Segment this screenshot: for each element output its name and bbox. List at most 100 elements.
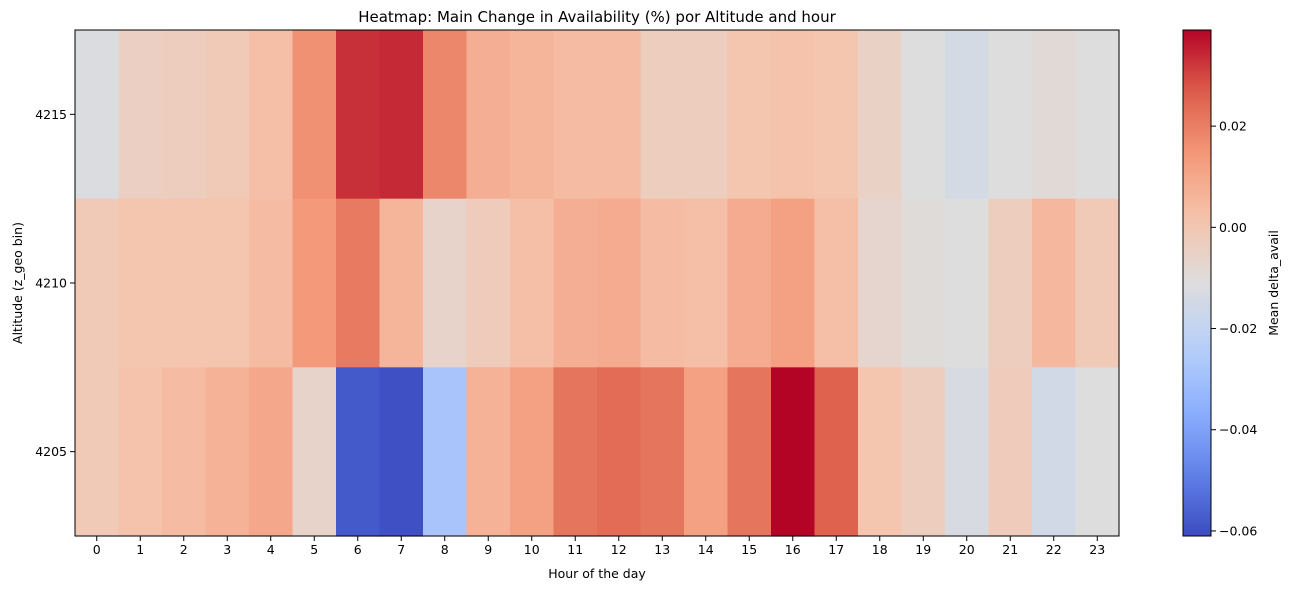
x-tick-label: 17 bbox=[828, 542, 844, 557]
x-tick-label: 14 bbox=[698, 542, 714, 557]
colorbar-ticks: 0.02 0.00 −0.02 −0.04 −0.06 bbox=[1211, 119, 1257, 538]
heatmap-cell bbox=[858, 198, 903, 368]
x-tick-label: 5 bbox=[310, 542, 318, 557]
heatmap-cells bbox=[75, 30, 1120, 537]
x-tick-label: 22 bbox=[1046, 542, 1062, 557]
colorbar-tick-label: −0.04 bbox=[1219, 422, 1257, 437]
x-tick-label: 9 bbox=[484, 542, 492, 557]
y-axis-ticks: 4215 4210 4205 bbox=[35, 107, 75, 459]
colorbar-tick-label: 0.00 bbox=[1219, 220, 1247, 235]
heatmap-cell bbox=[945, 198, 990, 368]
heatmap-cell bbox=[205, 367, 250, 537]
x-tick-label: 16 bbox=[785, 542, 801, 557]
heatmap-cell bbox=[640, 367, 685, 537]
heatmap-cell bbox=[118, 30, 163, 200]
heatmap-cell bbox=[1075, 367, 1120, 537]
x-tick-label: 18 bbox=[872, 542, 888, 557]
heatmap-cell bbox=[423, 367, 468, 537]
heatmap-cell bbox=[205, 30, 250, 200]
heatmap-cell bbox=[901, 30, 946, 200]
heatmap-cell bbox=[75, 367, 120, 537]
colorbar-tick-label: −0.06 bbox=[1219, 523, 1257, 538]
heatmap-cell bbox=[814, 30, 859, 200]
heatmap-cell bbox=[945, 30, 990, 200]
x-tick-label: 2 bbox=[180, 542, 188, 557]
x-tick-label: 4 bbox=[267, 542, 275, 557]
heatmap-cell bbox=[249, 198, 294, 368]
heatmap-cell bbox=[988, 198, 1033, 368]
heatmap-cell bbox=[118, 367, 163, 537]
x-tick-label: 0 bbox=[93, 542, 101, 557]
heatmap-cell bbox=[162, 30, 207, 200]
heatmap-cell bbox=[684, 30, 729, 200]
heatmap-cell bbox=[118, 198, 163, 368]
heatmap-cell bbox=[553, 367, 598, 537]
plot-frame bbox=[74, 29, 1120, 537]
x-tick-label: 10 bbox=[524, 542, 540, 557]
colorbar bbox=[1182, 29, 1212, 537]
heatmap-cell bbox=[249, 30, 294, 200]
x-tick-label: 1 bbox=[136, 542, 144, 557]
heatmap-cell bbox=[1032, 30, 1077, 200]
heatmap-cell bbox=[945, 367, 990, 537]
heatmap-cell bbox=[727, 30, 772, 200]
y-tick-label: 4210 bbox=[35, 276, 67, 291]
x-axis-ticks: 0 1 2 3 4 5 6 7 8 9 10 11 12 13 14 15 16 17 18 19 20 21 22 23 bbox=[93, 536, 1105, 557]
heatmap-cell bbox=[292, 198, 337, 368]
heatmap-cell bbox=[771, 367, 816, 537]
heatmap-cell bbox=[553, 198, 598, 368]
heatmap-cell bbox=[423, 30, 468, 200]
heatmap-cell bbox=[75, 198, 120, 368]
heatmap-cell bbox=[336, 198, 381, 368]
x-tick-label: 23 bbox=[1089, 542, 1105, 557]
heatmap-cell bbox=[336, 30, 381, 200]
heatmap-cell bbox=[640, 30, 685, 200]
y-tick-label: 4205 bbox=[35, 444, 67, 459]
heatmap-cell bbox=[379, 30, 424, 200]
heatmap-cell bbox=[684, 367, 729, 537]
heatmap-cell bbox=[75, 30, 120, 200]
x-tick-label: 19 bbox=[915, 542, 931, 557]
heatmap-cell bbox=[771, 30, 816, 200]
heatmap-cell bbox=[553, 30, 598, 200]
heatmap-cell bbox=[727, 198, 772, 368]
heatmap-cell bbox=[510, 367, 555, 537]
y-tick-label: 4215 bbox=[35, 107, 67, 122]
colorbar-tick-label: −0.02 bbox=[1219, 321, 1257, 336]
heatmap-cell bbox=[423, 198, 468, 368]
heatmap-cell bbox=[292, 30, 337, 200]
heatmap-cell bbox=[597, 198, 642, 368]
heatmap-cell bbox=[771, 198, 816, 368]
heatmap-cell bbox=[249, 367, 294, 537]
heatmap-cell bbox=[988, 367, 1033, 537]
x-tick-label: 20 bbox=[959, 542, 975, 557]
heatmap-cell bbox=[858, 30, 903, 200]
heatmap-cell bbox=[162, 367, 207, 537]
x-tick-label: 3 bbox=[223, 542, 231, 557]
heatmap-cell bbox=[162, 198, 207, 368]
heatmap-cell bbox=[858, 367, 903, 537]
x-tick-label: 15 bbox=[741, 542, 757, 557]
heatmap-cell bbox=[336, 367, 381, 537]
x-tick-label: 12 bbox=[611, 542, 627, 557]
chart-title: Heatmap: Main Change in Availability (%)… bbox=[358, 8, 836, 26]
x-tick-label: 8 bbox=[441, 542, 449, 557]
heatmap-cell bbox=[988, 30, 1033, 200]
heatmap-cell bbox=[510, 198, 555, 368]
heatmap-cell bbox=[814, 367, 859, 537]
heatmap-cell bbox=[597, 367, 642, 537]
heatmap-cell bbox=[466, 198, 511, 368]
heatmap-cell bbox=[205, 198, 250, 368]
colorbar-tick-label: 0.02 bbox=[1219, 119, 1247, 134]
heatmap-cell bbox=[901, 198, 946, 368]
heatmap-cell bbox=[597, 30, 642, 200]
heatmap-cell bbox=[379, 198, 424, 368]
heatmap-cell bbox=[466, 30, 511, 200]
x-tick-label: 21 bbox=[1002, 542, 1018, 557]
heatmap-cell bbox=[727, 367, 772, 537]
y-axis-label: Altitude (z_geo bin) bbox=[10, 222, 25, 344]
heatmap-cell bbox=[1075, 198, 1120, 368]
heatmap-cell bbox=[292, 367, 337, 537]
heatmap-cell bbox=[814, 198, 859, 368]
